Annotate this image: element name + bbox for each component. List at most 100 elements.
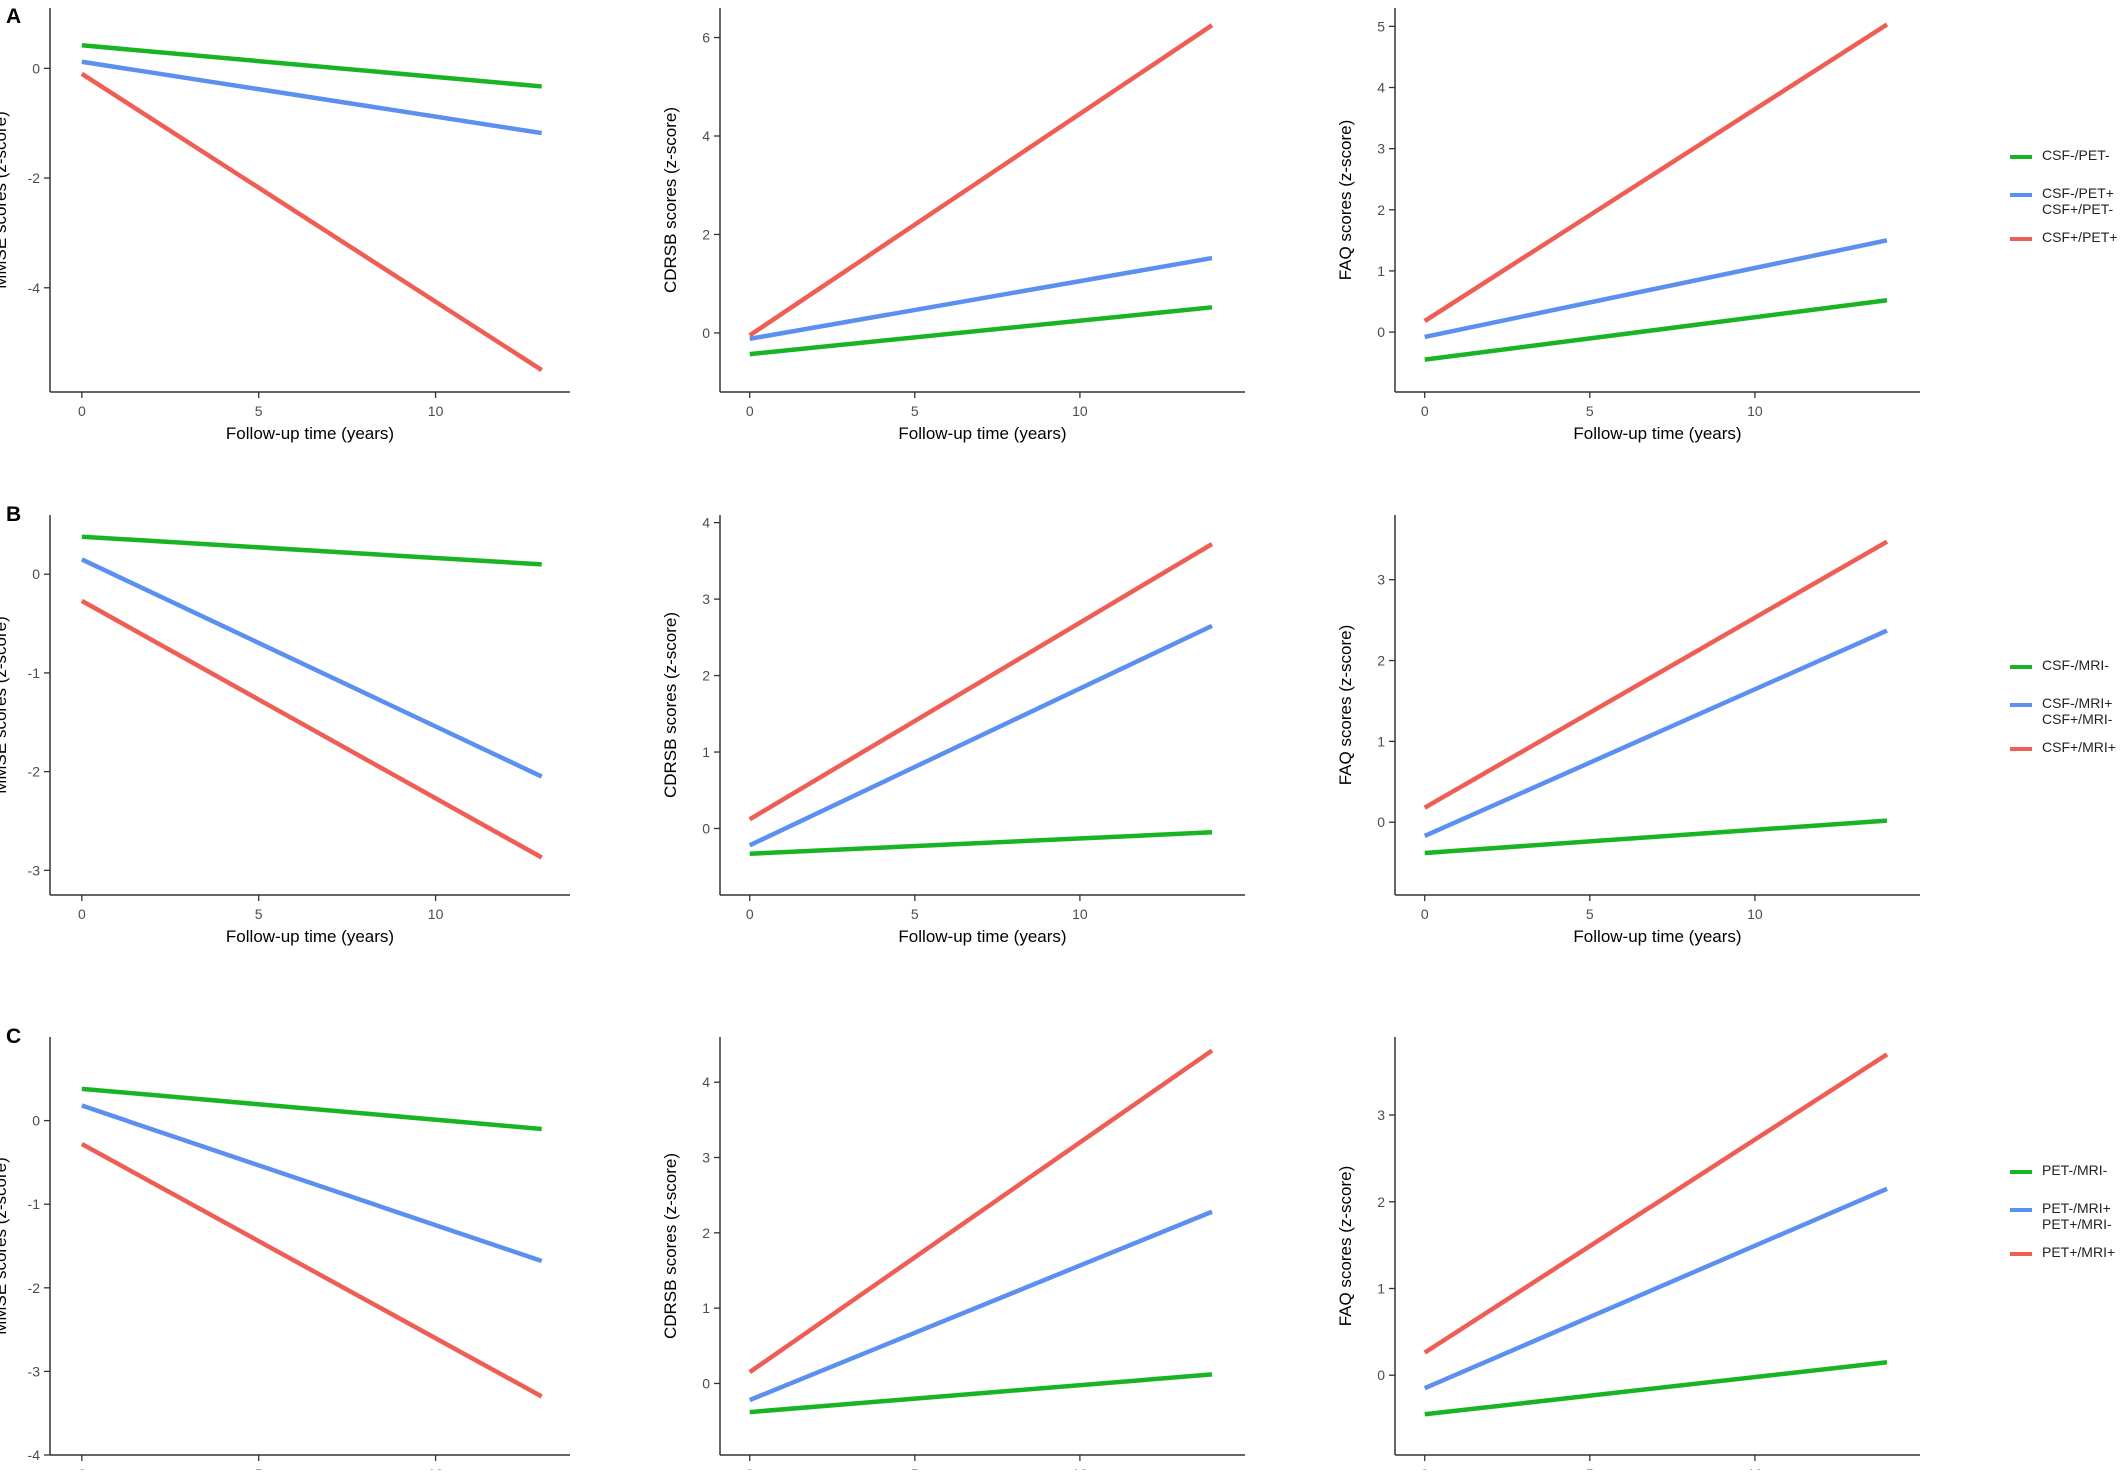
y-tick-label: 0 <box>32 60 40 76</box>
x-tick-label: 5 <box>1586 1466 1594 1470</box>
x-axis-label: Follow-up time (years) <box>1573 424 1741 443</box>
y-tick-label: -4 <box>28 1447 41 1463</box>
x-tick-label: 10 <box>1747 403 1763 419</box>
series-line-3 <box>748 542 1214 822</box>
x-tick-label: 5 <box>255 1466 263 1470</box>
x-tick-label: 0 <box>78 1466 86 1470</box>
y-tick-label: 3 <box>1377 572 1385 588</box>
series-line-2 <box>748 623 1213 848</box>
y-tick-label: 6 <box>702 30 710 46</box>
legend-swatch <box>2010 155 2032 159</box>
legend-label: PET-/MRI+ PET+/MRI- <box>2042 1200 2112 1232</box>
panel-letter-a: A <box>6 5 22 28</box>
legend-item: CSF-/PET- <box>2010 145 2120 183</box>
y-tick-label: 4 <box>702 515 710 531</box>
series-line-3 <box>1423 22 1889 323</box>
y-tick-label: -2 <box>28 764 41 780</box>
series-line-1 <box>1424 818 1888 856</box>
y-tick-label: 0 <box>702 820 710 836</box>
chart-panel-b-3: 0 5 10 0 1 2 3 Follow-up time (years) FAQ scores… <box>1336 515 1920 946</box>
x-tick-label: 0 <box>746 1466 754 1470</box>
x-tick-label: 10 <box>1747 906 1763 922</box>
x-tick-label: 0 <box>78 906 86 922</box>
y-tick-label: -2 <box>28 1280 41 1296</box>
y-tick-label: -2 <box>28 170 41 186</box>
legend-swatch <box>2010 665 2032 669</box>
series-line-3 <box>80 71 543 372</box>
y-tick-label: 0 <box>1377 1367 1385 1383</box>
y-tick-label: 3 <box>1377 1107 1385 1123</box>
series-line-2 <box>748 1209 1213 1403</box>
y-tick-label: 2 <box>702 668 710 684</box>
y-axis-label: CDRSB scores (z-score) <box>661 107 680 293</box>
y-tick-label: 1 <box>702 744 710 760</box>
y-tick-label: 4 <box>702 1074 710 1090</box>
series-line-1 <box>1424 1359 1888 1417</box>
series-line-2 <box>1423 1186 1888 1391</box>
x-tick-label: 10 <box>1747 1466 1763 1470</box>
x-axis-label: Follow-up time (years) <box>898 424 1066 443</box>
y-tick-label: -1 <box>28 1196 41 1212</box>
legend-swatch <box>2010 747 2032 751</box>
series-line-1 <box>81 534 542 567</box>
y-tick-label: 1 <box>1377 1280 1385 1296</box>
series-line-2 <box>1423 628 1888 839</box>
y-tick-label: 1 <box>1377 733 1385 749</box>
y-tick-label: 4 <box>1377 79 1385 95</box>
x-tick-label: 0 <box>746 403 754 419</box>
legend-swatch <box>2010 703 2032 707</box>
y-tick-label: 1 <box>1377 263 1385 279</box>
legend-label: PET-/MRI- <box>2042 1162 2108 1178</box>
y-tick-label: 0 <box>1377 324 1385 340</box>
x-tick-label: 0 <box>78 403 86 419</box>
legend-item: CSF+/MRI+ <box>2010 737 2120 775</box>
y-tick-label: 2 <box>702 1225 710 1241</box>
legend-label: PET+/MRI+ <box>2042 1244 2116 1260</box>
series-line-1 <box>749 830 1213 856</box>
x-tick-label: 5 <box>255 906 263 922</box>
x-tick-label: 10 <box>1072 1466 1088 1470</box>
series-line-1 <box>749 1372 1213 1415</box>
x-axis-label: Follow-up time (years) <box>898 927 1066 946</box>
panel-letter-b: B <box>6 503 22 526</box>
legend-label: CSF-/PET+ CSF+/PET- <box>2042 185 2114 217</box>
series-line-3 <box>748 1048 1214 1375</box>
series-line-3 <box>1423 539 1889 810</box>
y-tick-label: 0 <box>32 566 40 582</box>
y-axis-label: MMSE scores (z-score) <box>0 1157 10 1335</box>
chart-panel-b-2: 0 5 10 0 1 2 3 4 Follow-up time (years) CDRSB sco… <box>661 515 1245 946</box>
x-tick-label: 10 <box>1072 906 1088 922</box>
y-tick-label: 0 <box>702 325 710 341</box>
x-tick-label: 10 <box>1072 403 1088 419</box>
legend-label: CSF+/PET+ <box>2042 229 2118 245</box>
legend-label: CSF-/MRI+ CSF+/MRI- <box>2042 695 2113 727</box>
series-line-2 <box>749 255 1213 342</box>
x-tick-label: 5 <box>255 403 263 419</box>
y-axis-label: FAQ scores (z-score) <box>1336 1166 1355 1327</box>
y-tick-label: 3 <box>702 591 710 607</box>
series-line-3 <box>80 598 543 860</box>
y-axis-label: CDRSB scores (z-score) <box>661 1153 680 1339</box>
series-line-1 <box>749 305 1213 357</box>
y-tick-label: 5 <box>1377 18 1385 34</box>
legend-label: CSF-/MRI- <box>2042 657 2109 673</box>
y-tick-label: 2 <box>1377 1194 1385 1210</box>
chart-panel-a-2: 0 5 10 0 2 4 6 Follow-up time (years) CDRSB scor… <box>661 8 1245 443</box>
series-line-2 <box>81 1103 543 1264</box>
legend-item: PET-/MRI- <box>2010 1160 2120 1198</box>
y-tick-label: 2 <box>702 226 710 242</box>
x-tick-label: 0 <box>1421 403 1429 419</box>
y-axis-label: CDRSB scores (z-score) <box>661 612 680 798</box>
y-tick-label: 2 <box>1377 202 1385 218</box>
series-line-1 <box>1424 298 1888 362</box>
legend-row-c: PET-/MRI- PET-/MRI+ PET+/MRI- PET+/MRI+ <box>2010 1160 2120 1280</box>
legend-swatch <box>2010 1252 2032 1256</box>
legend-item: CSF-/MRI+ CSF+/MRI- <box>2010 693 2120 737</box>
y-tick-label: 2 <box>1377 653 1385 669</box>
x-tick-label: 10 <box>428 1466 444 1470</box>
x-tick-label: 5 <box>911 1466 919 1470</box>
y-tick-label: -3 <box>28 1363 41 1379</box>
